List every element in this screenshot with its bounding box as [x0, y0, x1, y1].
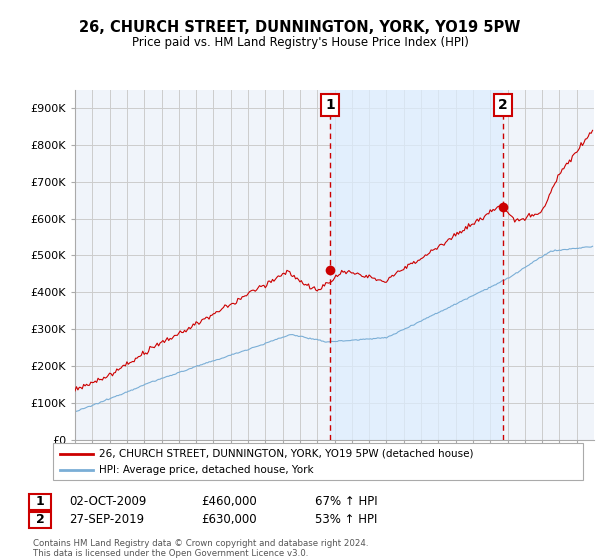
- Text: 27-SEP-2019: 27-SEP-2019: [69, 513, 144, 526]
- Text: £460,000: £460,000: [201, 494, 257, 508]
- Text: 53% ↑ HPI: 53% ↑ HPI: [315, 513, 377, 526]
- Text: £630,000: £630,000: [201, 513, 257, 526]
- Bar: [330, 90, 503, 440]
- Text: 26, CHURCH STREET, DUNNINGTON, YORK, YO19 5PW (detached house): 26, CHURCH STREET, DUNNINGTON, YORK, YO1…: [99, 449, 473, 459]
- Text: Price paid vs. HM Land Registry's House Price Index (HPI): Price paid vs. HM Land Registry's House …: [131, 36, 469, 49]
- Text: 2: 2: [499, 99, 508, 113]
- Text: 26, CHURCH STREET, DUNNINGTON, YORK, YO19 5PW: 26, CHURCH STREET, DUNNINGTON, YORK, YO1…: [79, 20, 521, 35]
- Text: 2: 2: [36, 513, 44, 526]
- Text: 1: 1: [325, 99, 335, 113]
- Text: 67% ↑ HPI: 67% ↑ HPI: [315, 494, 377, 508]
- Text: 02-OCT-2009: 02-OCT-2009: [69, 494, 146, 508]
- Text: Contains HM Land Registry data © Crown copyright and database right 2024.
This d: Contains HM Land Registry data © Crown c…: [33, 539, 368, 558]
- Text: 1: 1: [36, 494, 44, 508]
- Text: HPI: Average price, detached house, York: HPI: Average price, detached house, York: [99, 465, 314, 475]
